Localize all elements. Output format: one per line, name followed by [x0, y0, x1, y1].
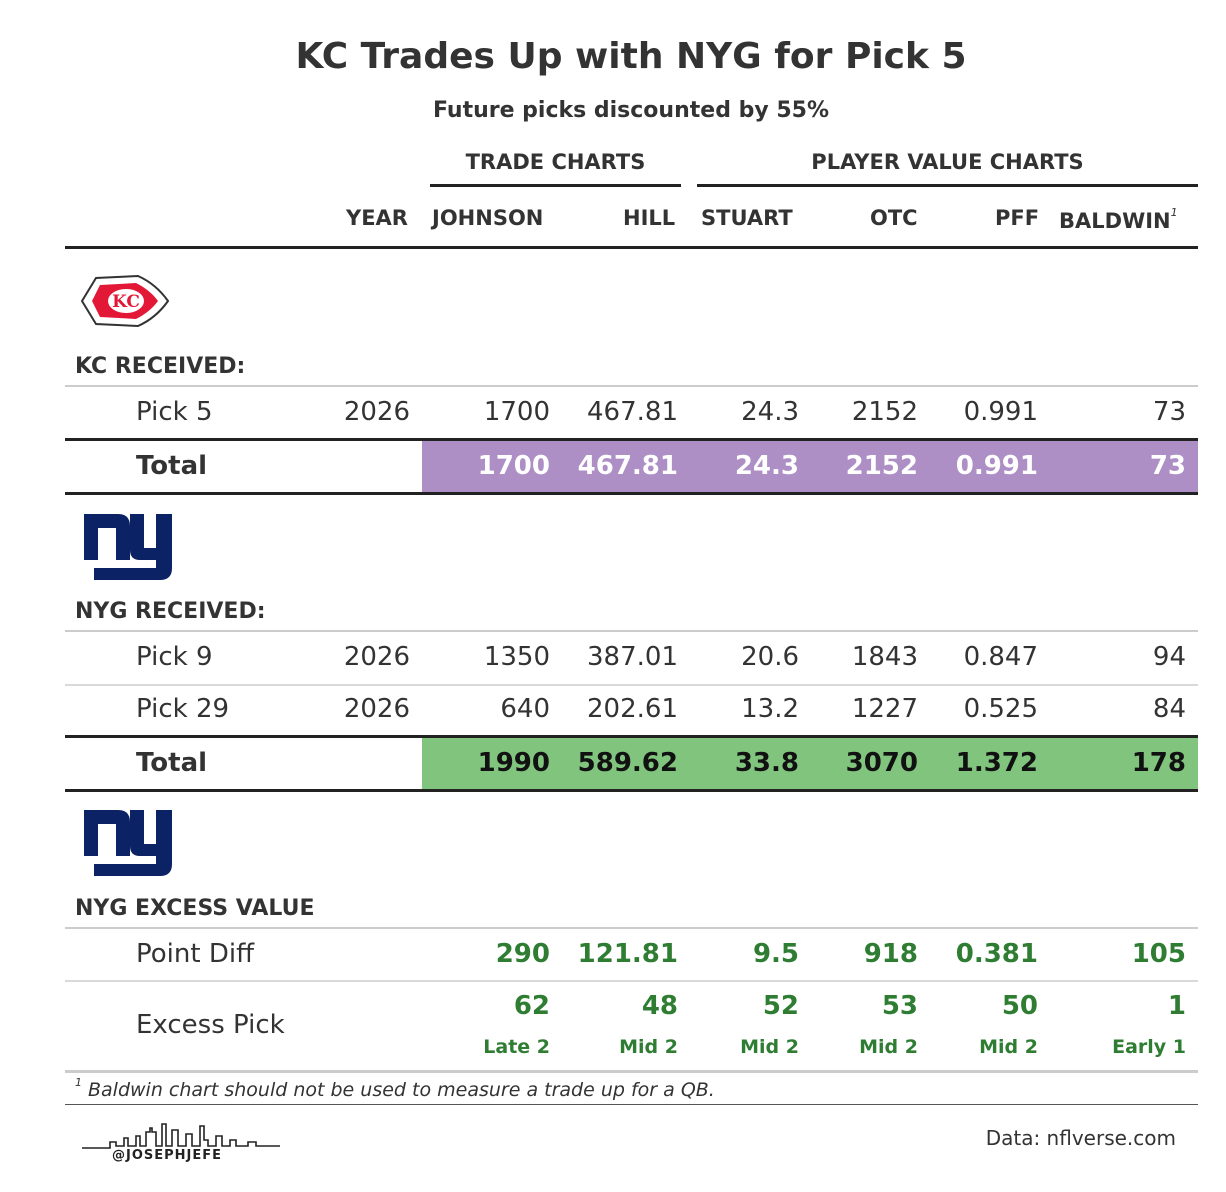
cell-otc-round: Mid 2	[859, 1036, 918, 1058]
cell-stuart: 33.8	[734, 748, 799, 778]
data-source: Data: nflverse.com	[985, 1126, 1176, 1150]
cell-baldwin: 73	[1152, 397, 1186, 427]
cell-hill: 467.81	[587, 397, 678, 427]
cell-baldwin-round: Early 1	[1112, 1036, 1186, 1058]
author-handle: @JOSEPHJEFE	[112, 1148, 223, 1163]
row-label: Pick 29	[136, 694, 230, 724]
col-header-otc: OTC	[870, 206, 918, 230]
nyg-section-rule	[65, 630, 1198, 632]
col-header-johnson: JOHNSON	[432, 206, 544, 230]
row-label: Total	[136, 748, 208, 778]
cell-otc: 1227	[851, 694, 918, 724]
cell-baldwin: 84	[1152, 694, 1186, 724]
cell-stuart: 24.3	[734, 451, 799, 481]
row-label: Point Diff	[136, 939, 254, 969]
cell-johnson: 640	[500, 694, 550, 724]
col-header-baldwin-text: BALDWIN	[1059, 209, 1171, 233]
row-label: Total	[136, 451, 208, 481]
cell-otc: 3070	[845, 748, 918, 778]
table-bottom-rule	[65, 1070, 1198, 1073]
row-divider	[65, 980, 1198, 982]
cell-hill: 48	[641, 991, 678, 1021]
header-rule	[65, 246, 1198, 249]
cell-johnson: 1700	[477, 451, 550, 481]
row-divider	[65, 684, 1198, 686]
cell-hill: 589.62	[577, 748, 678, 778]
cell-otc: 2152	[851, 397, 918, 427]
cell-hill: 387.01	[587, 642, 678, 672]
nyg-total-top-rule	[65, 735, 1198, 738]
cell-stuart: 24.3	[741, 397, 799, 427]
cell-pff: 50	[1001, 991, 1038, 1021]
cell-baldwin: 73	[1149, 451, 1186, 481]
cell-stuart: 20.6	[741, 642, 799, 672]
cell-otc: 2152	[845, 451, 918, 481]
cell-stuart: 52	[762, 991, 799, 1021]
col-header-year: YEAR	[346, 206, 408, 230]
col-header-stuart: STUART	[701, 206, 793, 230]
nyg-section-label: NYG RECEIVED:	[75, 599, 266, 624]
footer-rule	[65, 1104, 1198, 1105]
kc-section-rule	[65, 385, 1198, 387]
cell-pff: 0.991	[963, 397, 1038, 427]
cell-baldwin: 178	[1131, 748, 1186, 778]
cell-otc: 1843	[851, 642, 918, 672]
row-label: Excess Pick	[136, 1010, 285, 1040]
cell-johnson: 1990	[477, 748, 550, 778]
cell-year: 2026	[343, 397, 410, 427]
cell-pff: 0.847	[963, 642, 1038, 672]
cell-pff-round: Mid 2	[979, 1036, 1038, 1058]
footnote-marker: 1	[75, 1076, 82, 1089]
cell-johnson: 290	[495, 939, 550, 969]
cell-hill-round: Mid 2	[619, 1036, 678, 1058]
cell-otc: 53	[881, 991, 918, 1021]
col-header-hill: HILL	[623, 206, 676, 230]
cell-otc: 918	[863, 939, 918, 969]
row-label: Pick 5	[136, 397, 213, 427]
cell-hill: 202.61	[587, 694, 678, 724]
cell-pff: 0.381	[955, 939, 1038, 969]
excess-section-label: NYG EXCESS VALUE	[75, 896, 315, 921]
skyline-icon	[82, 1123, 280, 1149]
kc-total-bottom-rule	[65, 492, 1198, 495]
footnote-marker: 1	[1170, 206, 1178, 219]
row-label: Pick 9	[136, 642, 213, 672]
ny-giants-logo	[84, 514, 172, 580]
kc-section-label: KC RECEIVED:	[75, 354, 246, 379]
cell-stuart: 9.5	[752, 939, 799, 969]
cell-year: 2026	[343, 694, 410, 724]
cell-johnson: 62	[513, 991, 550, 1021]
cell-johnson: 1350	[483, 642, 550, 672]
footnote: 1 Baldwin chart should not be used to mea…	[75, 1076, 715, 1101]
spanner-trade-charts: TRADE CHARTS	[430, 150, 681, 187]
col-header-baldwin: BALDWIN1	[1059, 206, 1178, 233]
nyg-total-bottom-rule	[65, 789, 1198, 792]
cell-pff: 0.991	[955, 451, 1038, 481]
spanner-player-value-charts: PLAYER VALUE CHARTS	[697, 150, 1198, 187]
col-header-pff: PFF	[995, 206, 1040, 230]
cell-baldwin: 105	[1131, 939, 1186, 969]
footnote-text: Baldwin chart should not be used to meas…	[88, 1079, 715, 1101]
nyg-total-band	[422, 738, 1198, 789]
kc-arrowhead-logo: KC	[80, 274, 170, 328]
kc-total-top-rule	[65, 438, 1198, 441]
cell-stuart-round: Mid 2	[740, 1036, 799, 1058]
cell-pff: 1.372	[955, 748, 1038, 778]
cell-hill: 467.81	[577, 451, 678, 481]
cell-baldwin: 94	[1152, 642, 1186, 672]
cell-stuart: 13.2	[741, 694, 799, 724]
ny-giants-logo	[84, 810, 172, 876]
cell-johnson: 1700	[483, 397, 550, 427]
cell-year: 2026	[343, 642, 410, 672]
cell-johnson-round: Late 2	[483, 1036, 550, 1058]
chart-subtitle: Future picks discounted by 55%	[432, 98, 830, 123]
cell-hill: 121.81	[577, 939, 678, 969]
cell-baldwin: 1	[1167, 991, 1186, 1021]
chart-title: KC Trades Up with NYG for Pick 5	[295, 36, 967, 77]
cell-pff: 0.525	[963, 694, 1038, 724]
excess-section-rule	[65, 927, 1198, 929]
svg-text:KC: KC	[112, 292, 140, 312]
kc-total-band	[422, 441, 1198, 492]
